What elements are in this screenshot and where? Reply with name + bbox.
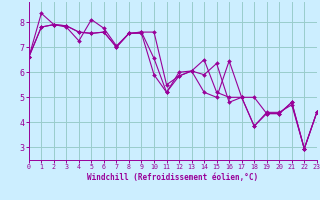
X-axis label: Windchill (Refroidissement éolien,°C): Windchill (Refroidissement éolien,°C) bbox=[87, 173, 258, 182]
